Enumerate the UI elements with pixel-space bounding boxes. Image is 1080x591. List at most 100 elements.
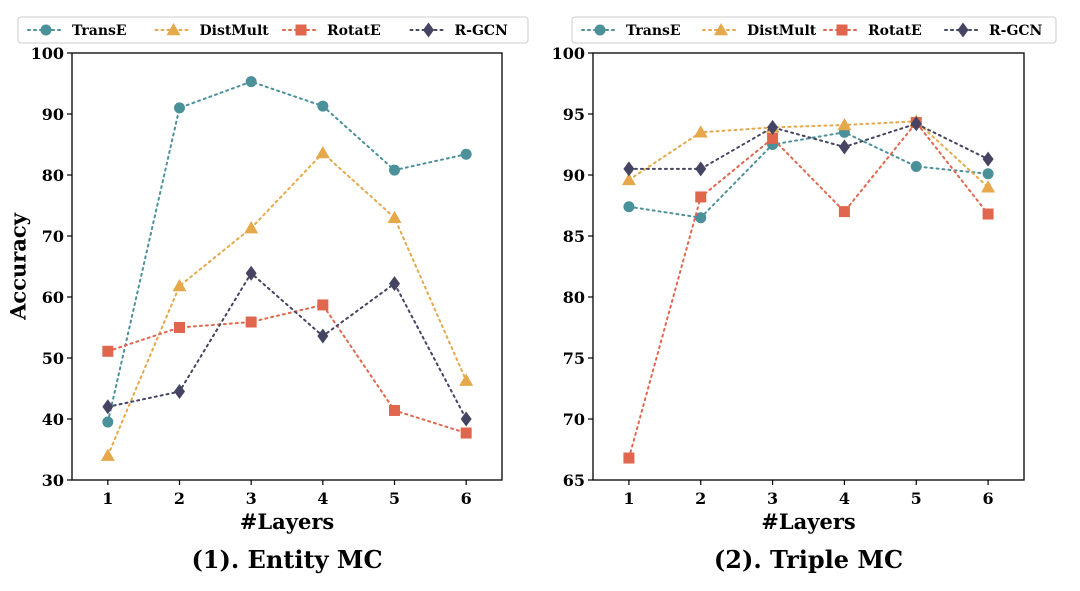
legend: TransE DistMult RotatE R-GCN <box>571 16 1057 44</box>
series-line-rotate <box>627 120 990 460</box>
y-tick-label: 80 <box>42 166 64 185</box>
data-point-rotate <box>317 299 329 311</box>
data-point-distmult <box>981 180 996 193</box>
data-point-rotate <box>389 404 400 416</box>
data-point-distmult <box>459 373 474 386</box>
data-point-distmult <box>837 117 852 131</box>
legend-marker-transe <box>40 24 52 36</box>
y-tick-label: 40 <box>42 410 64 429</box>
legend-label-transe: TransE <box>72 23 127 39</box>
y-axis-label: Accuracy <box>6 212 31 321</box>
legend-label-rotate: RotatE <box>327 23 381 39</box>
data-point-distmult <box>693 125 708 138</box>
x-tick-label: 6 <box>983 489 994 508</box>
data-point-r-gcn <box>389 276 400 292</box>
y-tick-label: 100 <box>552 44 585 63</box>
legend-marker-distmult <box>714 23 728 36</box>
x-tick-label: 2 <box>174 489 185 508</box>
data-point-r-gcn <box>623 161 635 177</box>
chart-title: (2). Triple MC <box>714 545 903 574</box>
legend-box <box>17 16 529 44</box>
data-point-rotate <box>695 191 707 203</box>
x-tick-label: 6 <box>461 489 472 508</box>
x-tick-label: 4 <box>317 489 328 508</box>
legend-label-distmult: DistMult <box>747 23 817 39</box>
legend: TransE DistMult RotatE R-GCN <box>17 16 529 44</box>
y-tick-label: 90 <box>42 105 64 124</box>
x-axis-label: #Layers <box>761 509 855 534</box>
data-point-rotate <box>623 452 635 464</box>
data-point-distmult <box>100 448 115 461</box>
data-point-transe <box>317 100 329 112</box>
data-point-distmult <box>621 172 636 186</box>
y-tick-label: 95 <box>563 105 585 124</box>
data-point-transe <box>174 102 185 114</box>
data-point-transe <box>982 168 994 180</box>
data-point-r-gcn <box>767 119 779 135</box>
y-tick-label: 70 <box>563 410 585 429</box>
legend-marker-r-gcn <box>957 22 969 38</box>
data-point-r-gcn <box>838 139 850 155</box>
data-point-r-gcn <box>245 265 257 281</box>
x-tick-label: 1 <box>102 489 113 508</box>
series-line-distmult <box>106 151 468 457</box>
data-point-rotate <box>245 316 257 328</box>
data-point-transe <box>623 201 635 213</box>
data-point-r-gcn <box>102 399 114 415</box>
data-point-distmult <box>244 221 259 234</box>
data-point-distmult <box>315 146 330 159</box>
y-tick-label: 85 <box>563 227 585 246</box>
chart-panel-2: 65 70 75 80 85 90 95 100 1 2 3 4 5 6 #Layers (2). Tripl… <box>552 16 1057 574</box>
x-tick-label: 5 <box>911 489 922 508</box>
legend-label-r-gcn: R-GCN <box>455 23 509 39</box>
legend-label-transe: TransE <box>626 23 681 39</box>
data-point-distmult <box>172 279 187 292</box>
chart-panel-1: 30 40 50 60 70 80 90 100 1 2 3 4 5 6 #Layers Accuracy (1… <box>6 16 529 574</box>
series-line-r-gcn <box>627 122 990 170</box>
y-tick-label: 90 <box>563 166 585 185</box>
series-line-rotate <box>106 303 468 435</box>
data-point-transe <box>460 148 472 160</box>
y-tick-label: 65 <box>563 471 585 490</box>
data-point-rotate <box>174 322 185 333</box>
data-point-rotate <box>460 427 472 439</box>
legend-marker-distmult <box>166 23 181 36</box>
chart-title: (1). Entity MC <box>191 545 382 574</box>
y-tick-label: 30 <box>42 471 64 490</box>
legend-marker-rotate <box>295 24 307 36</box>
data-point-r-gcn <box>695 161 707 177</box>
x-tick-label: 5 <box>389 489 400 508</box>
data-point-r-gcn <box>174 384 185 400</box>
series-line-transe <box>627 131 990 219</box>
x-tick-label: 3 <box>246 489 257 508</box>
y-tick-label: 80 <box>563 288 585 307</box>
x-tick-label: 4 <box>839 489 850 508</box>
series-line-transe <box>106 80 468 424</box>
legend-label-distmult: DistMult <box>200 23 270 39</box>
legend-marker-transe <box>594 24 606 36</box>
data-point-rotate <box>102 345 114 357</box>
x-tick-label: 1 <box>623 489 634 508</box>
data-point-r-gcn <box>982 151 994 167</box>
legend-marker-rotate <box>836 24 848 36</box>
y-tick-label: 100 <box>31 44 64 63</box>
data-point-transe <box>695 212 707 224</box>
series-line-r-gcn <box>106 271 468 420</box>
x-tick-label: 3 <box>767 489 778 508</box>
data-point-transe <box>389 164 400 176</box>
legend-marker-r-gcn <box>423 22 434 38</box>
series-line-distmult <box>627 120 990 189</box>
y-tick-label: 50 <box>42 349 64 368</box>
legend-label-rotate: RotatE <box>868 23 922 39</box>
data-point-rotate <box>982 208 994 220</box>
y-tick-label: 60 <box>42 288 64 307</box>
plot-frame <box>71 52 503 481</box>
data-point-r-gcn <box>317 328 329 344</box>
x-axis-label: #Layers <box>240 509 334 534</box>
data-point-rotate <box>838 206 850 218</box>
y-tick-label: 70 <box>42 227 64 246</box>
x-tick-label: 2 <box>695 489 706 508</box>
legend-label-r-gcn: R-GCN <box>989 23 1043 39</box>
